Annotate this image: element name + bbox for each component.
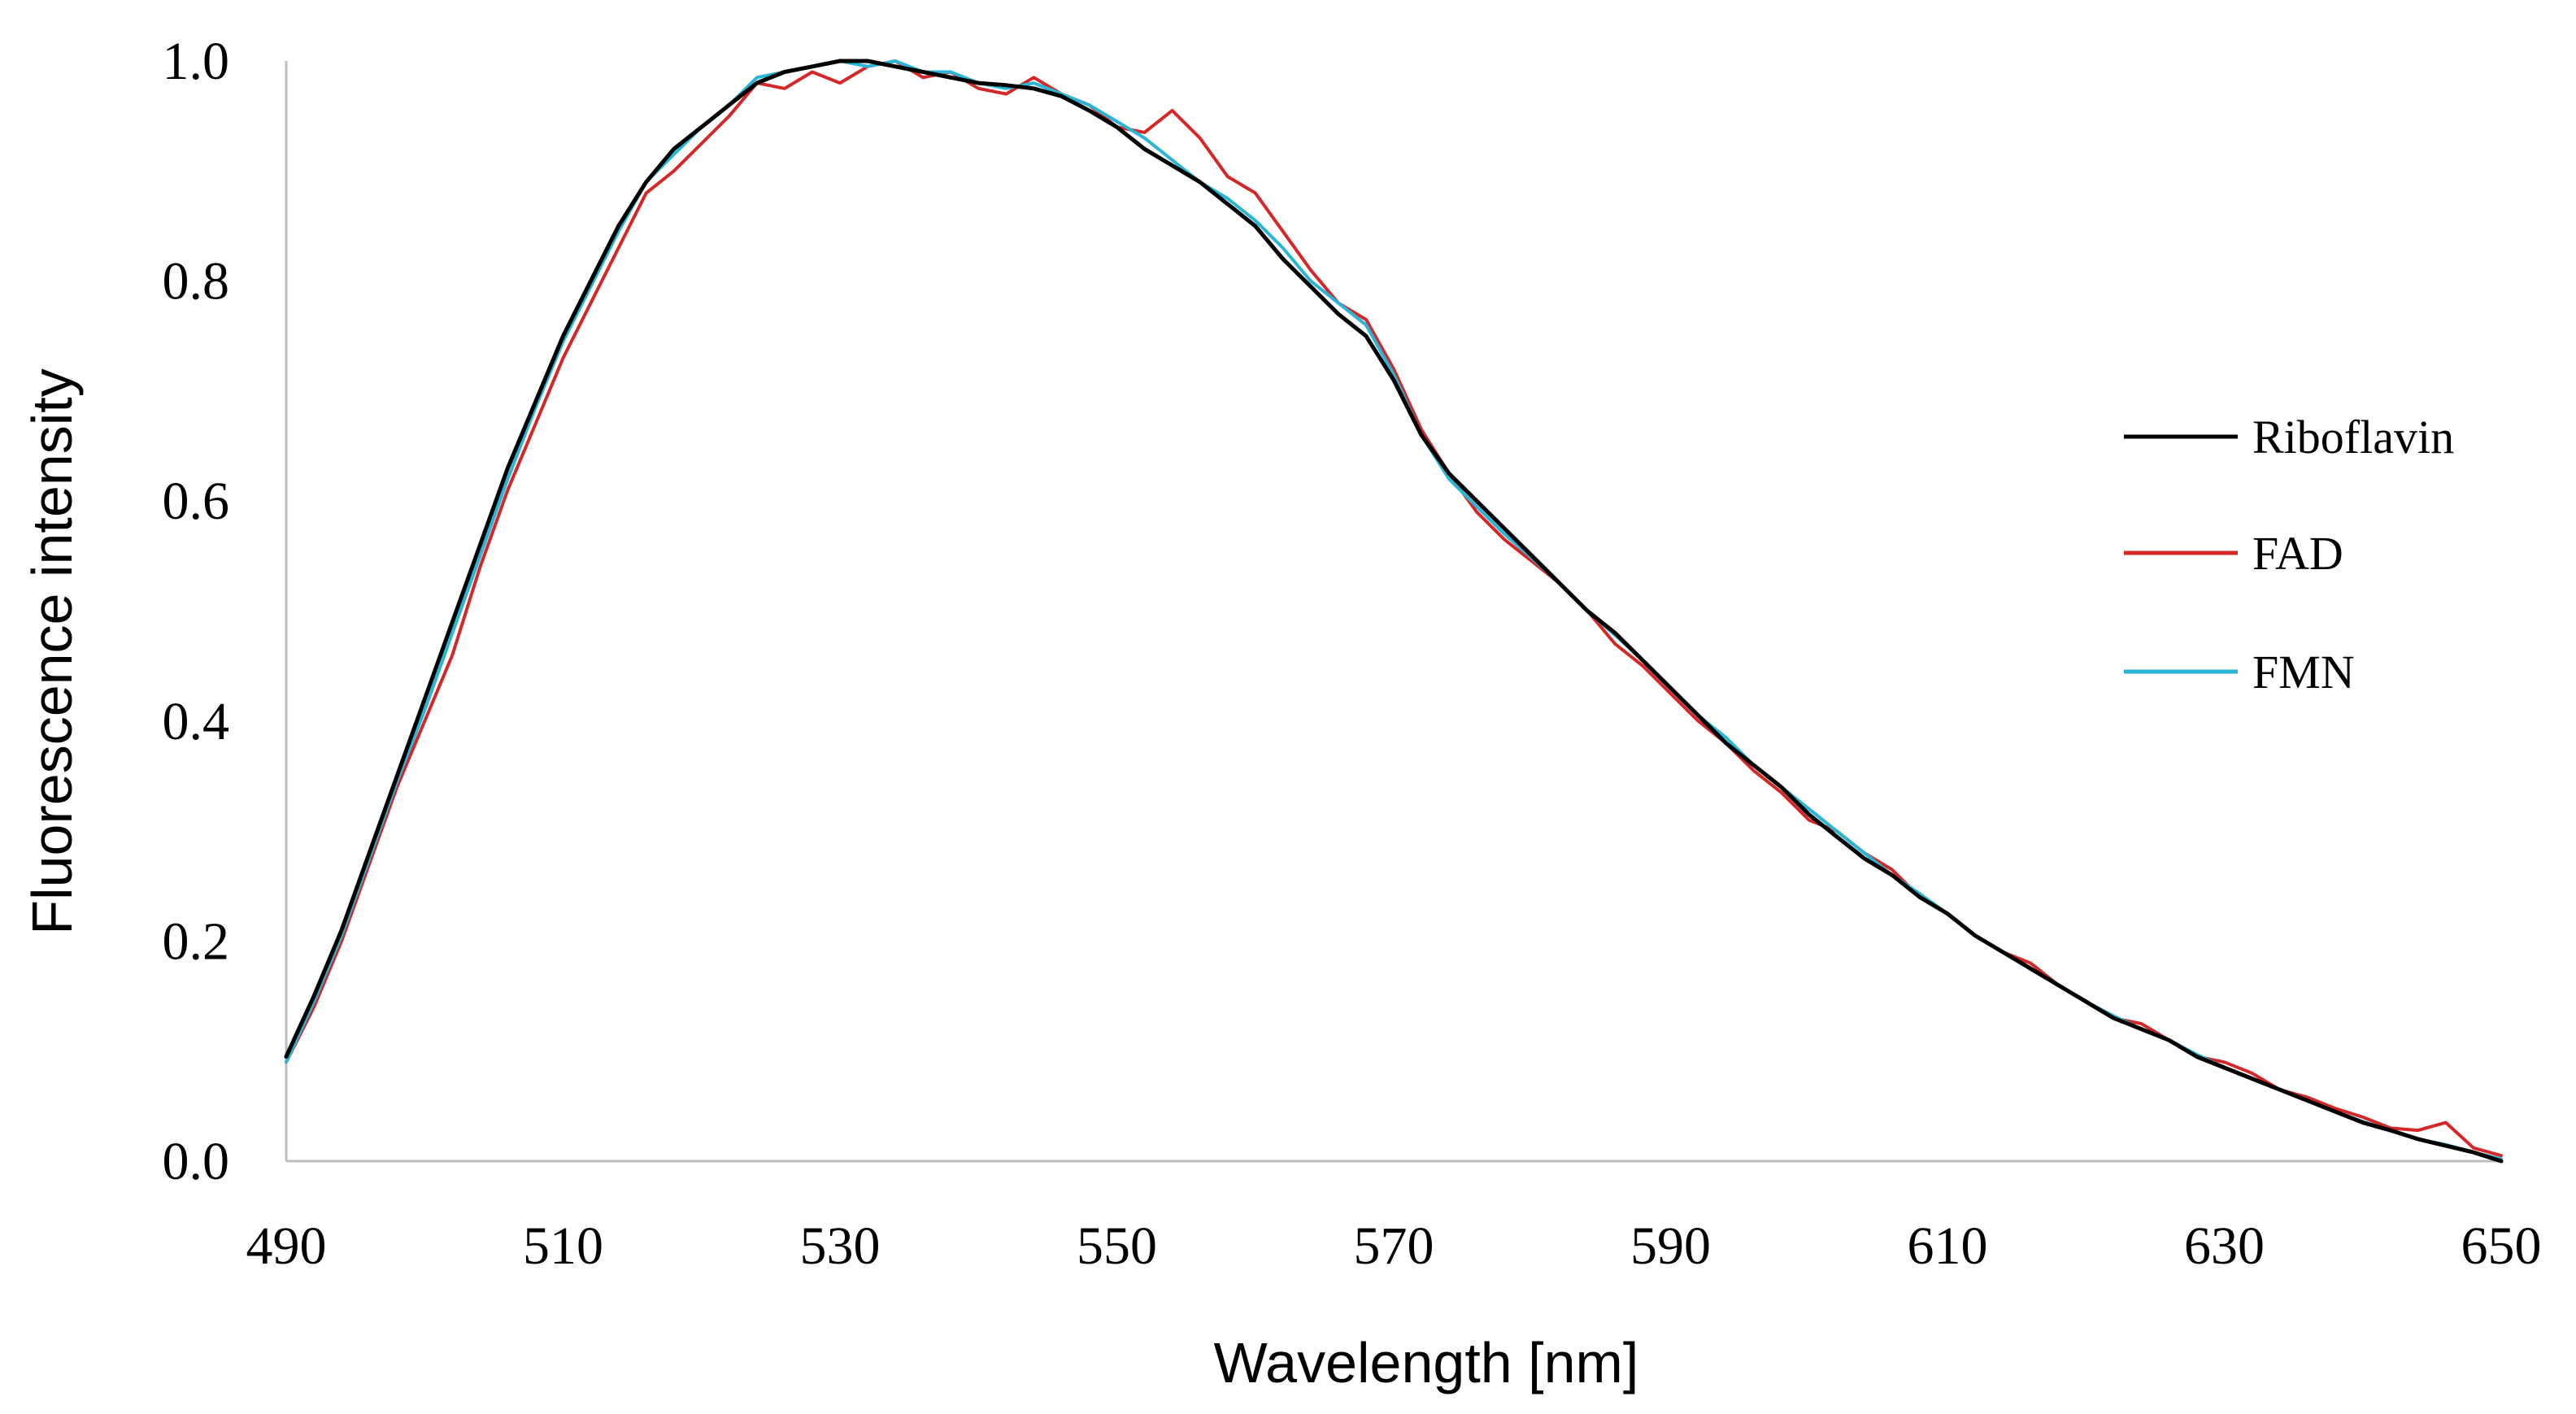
x-tick-label: 650 bbox=[2461, 1216, 2542, 1276]
x-tick-labels: 490 510 530 550 570 590 610 630 650 bbox=[246, 1216, 2542, 1276]
x-tick-label: 530 bbox=[800, 1216, 881, 1276]
legend: Riboflavin FAD FMN bbox=[2124, 411, 2454, 698]
legend-label-fad: FAD bbox=[2252, 527, 2343, 580]
x-tick-label: 550 bbox=[1077, 1216, 1157, 1276]
y-tick-label: 0.2 bbox=[163, 911, 230, 971]
y-tick-label: 1.0 bbox=[163, 32, 230, 91]
x-tick-label: 590 bbox=[1630, 1216, 1711, 1276]
legend-label-riboflavin: Riboflavin bbox=[2252, 411, 2454, 463]
y-axis-title: Fluorescence intensity bbox=[20, 368, 84, 934]
y-tick-label: 0.0 bbox=[163, 1132, 230, 1191]
y-tick-label: 0.6 bbox=[163, 472, 230, 531]
x-tick-label: 570 bbox=[1354, 1216, 1434, 1276]
axes bbox=[285, 61, 2501, 1163]
y-tick-labels: 0.0 0.2 0.4 0.6 0.8 1.0 bbox=[163, 32, 230, 1191]
series-lines bbox=[284, 59, 2504, 1164]
x-tick-label: 630 bbox=[2184, 1216, 2265, 1276]
x-tick-label: 610 bbox=[1908, 1216, 1988, 1276]
series-line-riboflavin bbox=[284, 59, 2504, 1164]
y-tick-label: 0.8 bbox=[163, 252, 230, 311]
x-tick-label: 490 bbox=[246, 1216, 327, 1276]
legend-label-fmn: FMN bbox=[2252, 646, 2355, 698]
x-tick-label: 510 bbox=[523, 1216, 603, 1276]
y-tick-label: 0.4 bbox=[163, 692, 230, 751]
x-axis-title: Wavelength [nm] bbox=[1214, 1331, 1639, 1394]
series-line-fad bbox=[285, 59, 2503, 1158]
